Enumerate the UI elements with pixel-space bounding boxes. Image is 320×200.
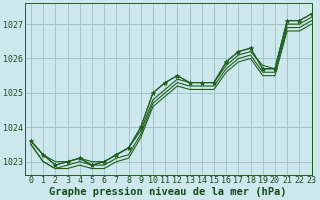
X-axis label: Graphe pression niveau de la mer (hPa): Graphe pression niveau de la mer (hPa) bbox=[50, 186, 287, 197]
